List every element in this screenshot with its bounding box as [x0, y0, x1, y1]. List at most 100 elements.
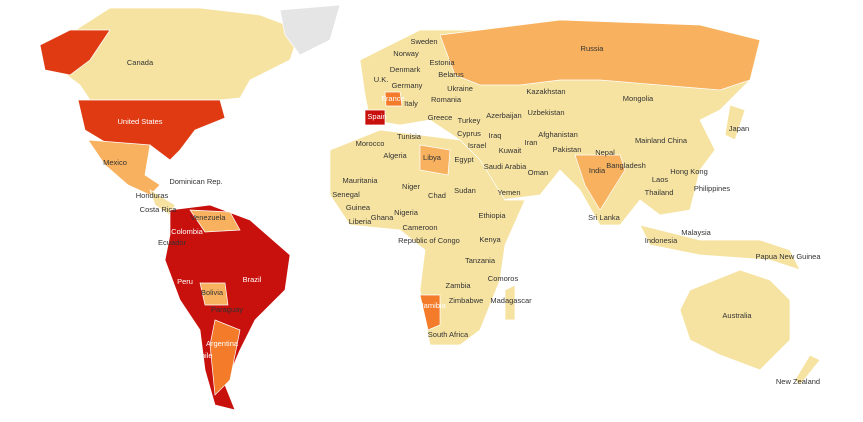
namibia: [419, 294, 441, 331]
country-label: Russia: [581, 44, 605, 53]
country-label: Mauritania: [342, 176, 378, 185]
country-label: Bangladesh: [606, 161, 646, 170]
country-label: Estonia: [429, 58, 455, 67]
country-label: Peru: [177, 277, 193, 286]
country-label: Ecuador: [158, 238, 186, 247]
country-label: Ethiopia: [478, 211, 506, 220]
russia: [439, 19, 761, 91]
country-label: Thailand: [645, 188, 674, 197]
japan: [724, 104, 746, 141]
country-label: Norway: [393, 49, 419, 58]
country-label: Romania: [431, 95, 462, 104]
country-label: Kazakhstan: [526, 87, 565, 96]
country-label: Australia: [722, 311, 752, 320]
country-label: Liberia: [349, 217, 372, 226]
greenland: [279, 4, 341, 56]
country-label: Bolivia: [201, 288, 224, 297]
country-label: New Zealand: [776, 377, 820, 386]
country-label: Iraq: [489, 131, 502, 140]
mexico: [87, 139, 161, 196]
country-label: Dominican Rep.: [169, 177, 222, 186]
country-label: Iran: [525, 138, 538, 147]
country-label: Mainland China: [635, 136, 688, 145]
india: [574, 154, 626, 211]
country-label: Tunisia: [397, 132, 422, 141]
country-label: Chad: [428, 191, 446, 200]
new-zealand: [794, 354, 821, 386]
country-label: Kenya: [479, 235, 501, 244]
country-label: Nigeria: [394, 208, 419, 217]
country-label: Costa Rica: [140, 205, 178, 214]
country-label: Egypt: [454, 155, 474, 164]
country-label: Paraguay: [211, 305, 243, 314]
africa: [329, 129, 526, 346]
land: [39, 4, 821, 411]
country-label: Germany: [392, 81, 423, 90]
country-label: U.K.: [374, 75, 389, 84]
country-label: Mexico: [103, 158, 127, 167]
canada: [59, 7, 301, 101]
madagascar: [504, 284, 516, 321]
bolivia: [199, 282, 229, 306]
country-label: Belarus: [438, 70, 464, 79]
country-label: Cyprus: [457, 129, 481, 138]
country-label: Morocco: [356, 139, 385, 148]
country-label: Guinea: [346, 203, 371, 212]
country-label: Japan: [729, 124, 749, 133]
country-label: Colombia: [171, 227, 204, 236]
country-label: India: [589, 166, 606, 175]
country-label: Hong Kong: [670, 167, 708, 176]
country-label: Chile: [195, 351, 212, 360]
country-label: Mongolia: [623, 94, 654, 103]
country-label: Greece: [428, 113, 453, 122]
country-label: Italy: [404, 99, 418, 108]
country-label: Brazil: [243, 275, 262, 284]
country-label: Niger: [402, 182, 420, 191]
country-label: Kuwait: [499, 146, 522, 155]
country-label: Namibia: [418, 301, 446, 310]
country-label: Denmark: [390, 65, 421, 74]
country-label: Papua New Guinea: [755, 252, 821, 261]
venezuela: [189, 209, 241, 233]
country-label: Honduras: [136, 191, 169, 200]
country-label: South Africa: [428, 330, 469, 339]
country-label: Zimbabwe: [449, 296, 484, 305]
country-label: Cameroon: [402, 223, 437, 232]
country-label: Spain: [367, 112, 386, 121]
country-label: Comoros: [488, 274, 519, 283]
country-label: Republic of Congo: [398, 236, 460, 245]
country-label: Algeria: [383, 151, 407, 160]
australia: [679, 269, 791, 371]
indonesia: [639, 224, 801, 271]
labels: Canada United States Mexico Dominican Re…: [103, 37, 821, 386]
argentina: [209, 319, 241, 396]
country-label: Saudi Arabia: [484, 162, 527, 171]
country-label: Madagascar: [490, 296, 532, 305]
alaska: [39, 29, 111, 76]
country-label: Senegal: [332, 190, 360, 199]
libya: [419, 144, 451, 176]
country-label: France: [381, 94, 404, 103]
country-label: Indonesia: [645, 236, 678, 245]
country-label: Azerbaijan: [486, 111, 521, 120]
spain: [364, 109, 386, 126]
country-label: Uzbekistan: [527, 108, 564, 117]
country-label: Oman: [528, 168, 548, 177]
country-label: Ukraine: [447, 84, 473, 93]
country-label: Nepal: [595, 148, 615, 157]
country-label: Afghanistan: [538, 130, 578, 139]
country-label: Venezuela: [190, 213, 226, 222]
country-label: Philippines: [694, 184, 731, 193]
country-label: Turkey: [458, 116, 481, 125]
country-label: Sri Lanka: [588, 213, 621, 222]
country-label: Argentina: [206, 339, 239, 348]
country-label: Tanzania: [465, 256, 496, 265]
country-label: Sweden: [410, 37, 437, 46]
country-label: Zambia: [445, 281, 471, 290]
country-label: Canada: [127, 58, 154, 67]
country-label: Laos: [652, 175, 669, 184]
country-label: Pakistan: [553, 145, 582, 154]
south-america: [164, 204, 291, 411]
country-label: Malaysia: [681, 228, 711, 237]
